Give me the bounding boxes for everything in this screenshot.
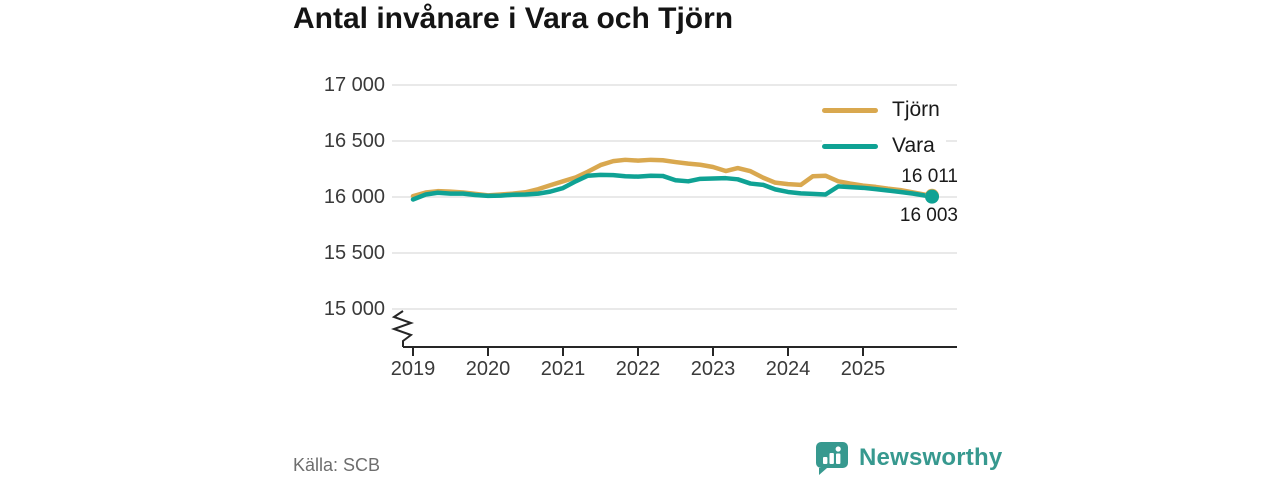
- legend-label-vara: Vara: [892, 134, 935, 157]
- y-axis-label: 15 000: [323, 298, 385, 320]
- legend-swatch-tjorn: [822, 107, 878, 113]
- x-axis-label: 2023: [690, 358, 736, 380]
- legend-label-tjorn: Tjörn: [892, 98, 940, 121]
- legend-item-vara: Vara: [822, 132, 946, 160]
- x-axis-label: 2025: [840, 358, 886, 380]
- x-axis-label: 2019: [390, 358, 436, 380]
- x-axis-label: 2022: [615, 358, 661, 380]
- legend: Tjörn Vara: [822, 96, 946, 168]
- legend-swatch-vara: [822, 143, 878, 149]
- end-value-label-tjorn: 16 011: [901, 165, 958, 187]
- y-axis-label: 16 000: [323, 186, 385, 208]
- source-credit: Källa: SCB: [293, 455, 381, 475]
- y-axis-label: 16 500: [323, 130, 385, 152]
- legend-item-tjorn: Tjörn: [822, 96, 946, 124]
- brand-name: Newsworthy: [859, 444, 1003, 471]
- x-axis-label: 2024: [765, 358, 811, 380]
- newsworthy-logo-icon: [816, 442, 848, 475]
- brand-footer: Newsworthy: [813, 440, 1002, 476]
- end-value-label-vara: 16 003: [899, 204, 958, 226]
- y-axis-label: 17 000: [323, 74, 385, 96]
- y-axis-label: 15 500: [323, 242, 385, 264]
- x-axis-label: 2020: [465, 358, 511, 380]
- x-axis-label: 2021: [540, 358, 586, 380]
- chart-title: Antal invånare i Vara och Tjörn: [293, 2, 734, 35]
